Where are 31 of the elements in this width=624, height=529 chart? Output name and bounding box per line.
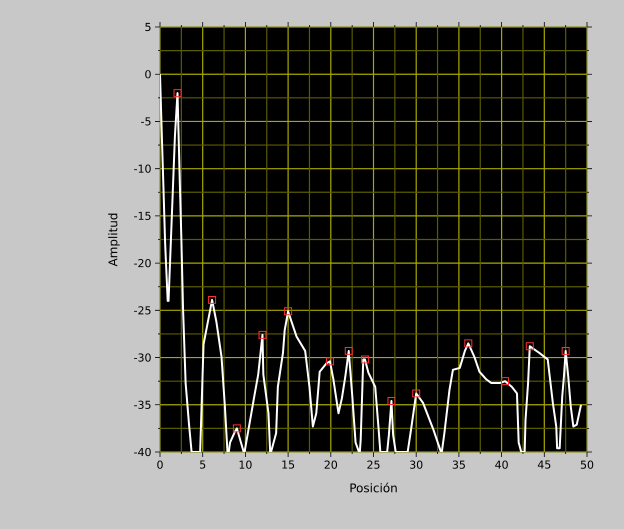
x-tick-label: 15 [282, 460, 294, 469]
x-tick-label: 50 [580, 460, 594, 469]
x-tick-label: 5 [200, 460, 206, 469]
x-tick-label: 35 [452, 460, 465, 469]
point [258, 330, 266, 339]
point [464, 339, 472, 348]
x-tick-label: 25 [367, 460, 380, 469]
x-tick-label: 0 [157, 460, 163, 469]
y-tick-label: -5 [141, 117, 151, 126]
point [501, 377, 510, 386]
y-tick-label: -15 [134, 212, 151, 220]
y-tick-label: -40 [134, 448, 151, 456]
point [208, 296, 216, 304]
x-tick-label: 30 [410, 460, 422, 469]
point [526, 342, 534, 350]
x-tick-label: 20 [324, 460, 338, 469]
point [562, 346, 570, 355]
x-tick-label: 10 [240, 460, 252, 469]
y-tick-label: 0 [145, 70, 151, 78]
y-tick-label: -30 [134, 353, 151, 362]
x-axis-title: Posición [350, 482, 397, 492]
point [232, 424, 241, 432]
y-tick-label: -10 [134, 164, 151, 173]
y-tick-label: -25 [134, 306, 151, 314]
y-tick-label: -35 [134, 400, 151, 409]
y-axis-title: Amplitud [108, 214, 120, 266]
point [174, 89, 182, 98]
y-tick-label: 5 [145, 22, 151, 32]
y-tick-label: -20 [134, 258, 151, 268]
x-tick-label: 40 [495, 460, 508, 469]
x-tick-label: 45 [538, 460, 550, 469]
